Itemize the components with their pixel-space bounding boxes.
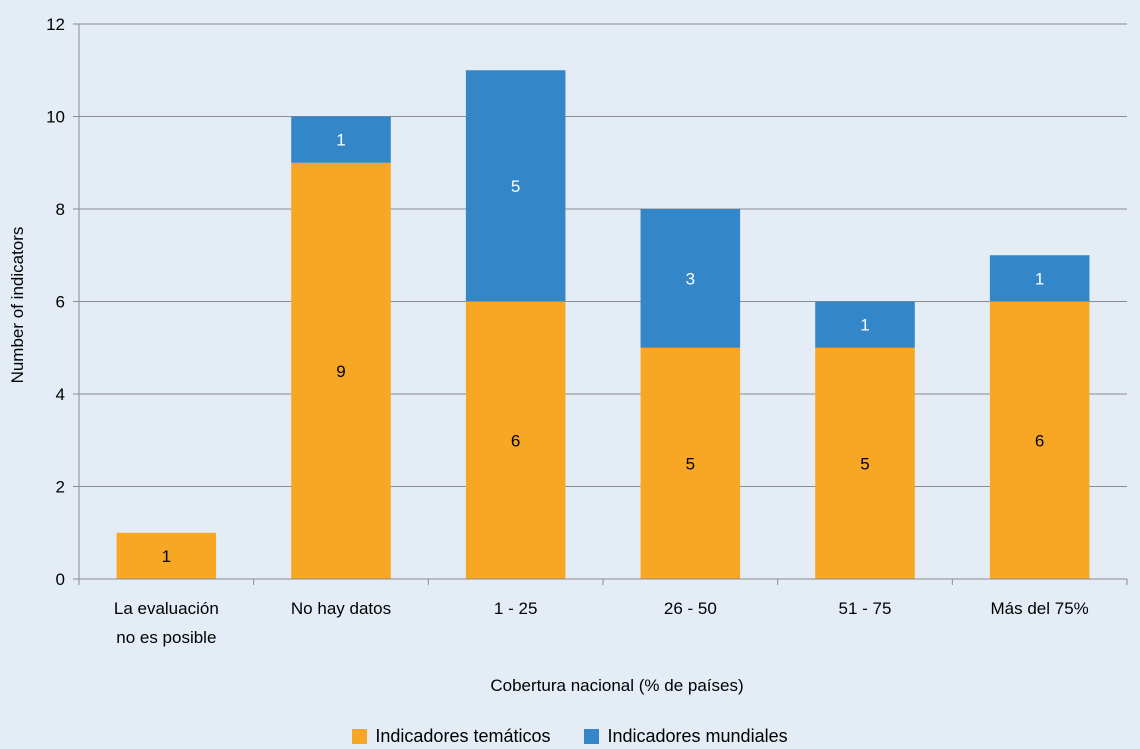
data-label: 1 xyxy=(336,131,345,150)
x-tick-label: La evaluación no es posible xyxy=(114,599,219,647)
data-label: 1 xyxy=(860,316,869,335)
bar-segment-mundiales xyxy=(291,116,391,163)
y-tick-label: 10 xyxy=(46,108,65,127)
y-tick-label: 12 xyxy=(46,15,65,34)
legend-item-tematicos: Indicadores temáticos xyxy=(352,726,550,747)
y-tick-label: 6 xyxy=(56,293,65,312)
x-tick-label: No hay datos xyxy=(291,599,391,618)
data-label: 5 xyxy=(511,177,520,196)
legend-swatch-mundiales xyxy=(584,729,600,744)
legend-swatch-tematicos xyxy=(352,729,368,744)
legend-item-mundiales: Indicadores mundiales xyxy=(584,726,788,747)
data-label: 3 xyxy=(686,269,695,288)
x-tick-label: 51 - 75 xyxy=(839,599,892,618)
data-label: 6 xyxy=(1035,431,1044,450)
data-label: 5 xyxy=(686,454,695,473)
x-axis-title: Cobertura nacional (% de países) xyxy=(490,676,743,695)
y-tick-label: 2 xyxy=(56,478,65,497)
bar-segment-mundiales xyxy=(465,70,566,302)
bar-segment-tematicos xyxy=(989,301,1090,579)
data-label: 9 xyxy=(336,362,345,381)
bar-segment-tematicos xyxy=(291,162,391,579)
legend: Indicadores temáticos Indicadores mundia… xyxy=(0,724,1140,749)
data-label: 6 xyxy=(511,431,520,450)
legend-label-mundiales: Indicadores mundiales xyxy=(607,726,788,746)
bar-segment-tematicos xyxy=(640,347,741,579)
legend-label-tematicos: Indicadores temáticos xyxy=(375,726,551,746)
x-tick-label: 1 - 25 xyxy=(494,599,537,618)
y-tick-label: 0 xyxy=(56,570,65,589)
bar-segment-tematicos xyxy=(465,301,566,579)
y-tick-label: 4 xyxy=(56,385,65,404)
data-label: 1 xyxy=(162,547,171,566)
data-label: 5 xyxy=(860,454,869,473)
bar-segment-mundiales xyxy=(815,301,915,348)
x-tick-label: 26 - 50 xyxy=(664,599,717,618)
y-tick-label: 8 xyxy=(56,200,65,219)
data-label: 1 xyxy=(1035,269,1044,288)
bar-segment-mundiales xyxy=(989,255,1090,302)
bar-segment-tematicos xyxy=(116,532,217,579)
bar-segment-mundiales xyxy=(640,209,741,348)
y-axis-title: Number of indicators xyxy=(8,227,27,384)
x-tick-label: Más del 75% xyxy=(991,599,1089,618)
bar-segment-tematicos xyxy=(815,347,915,579)
